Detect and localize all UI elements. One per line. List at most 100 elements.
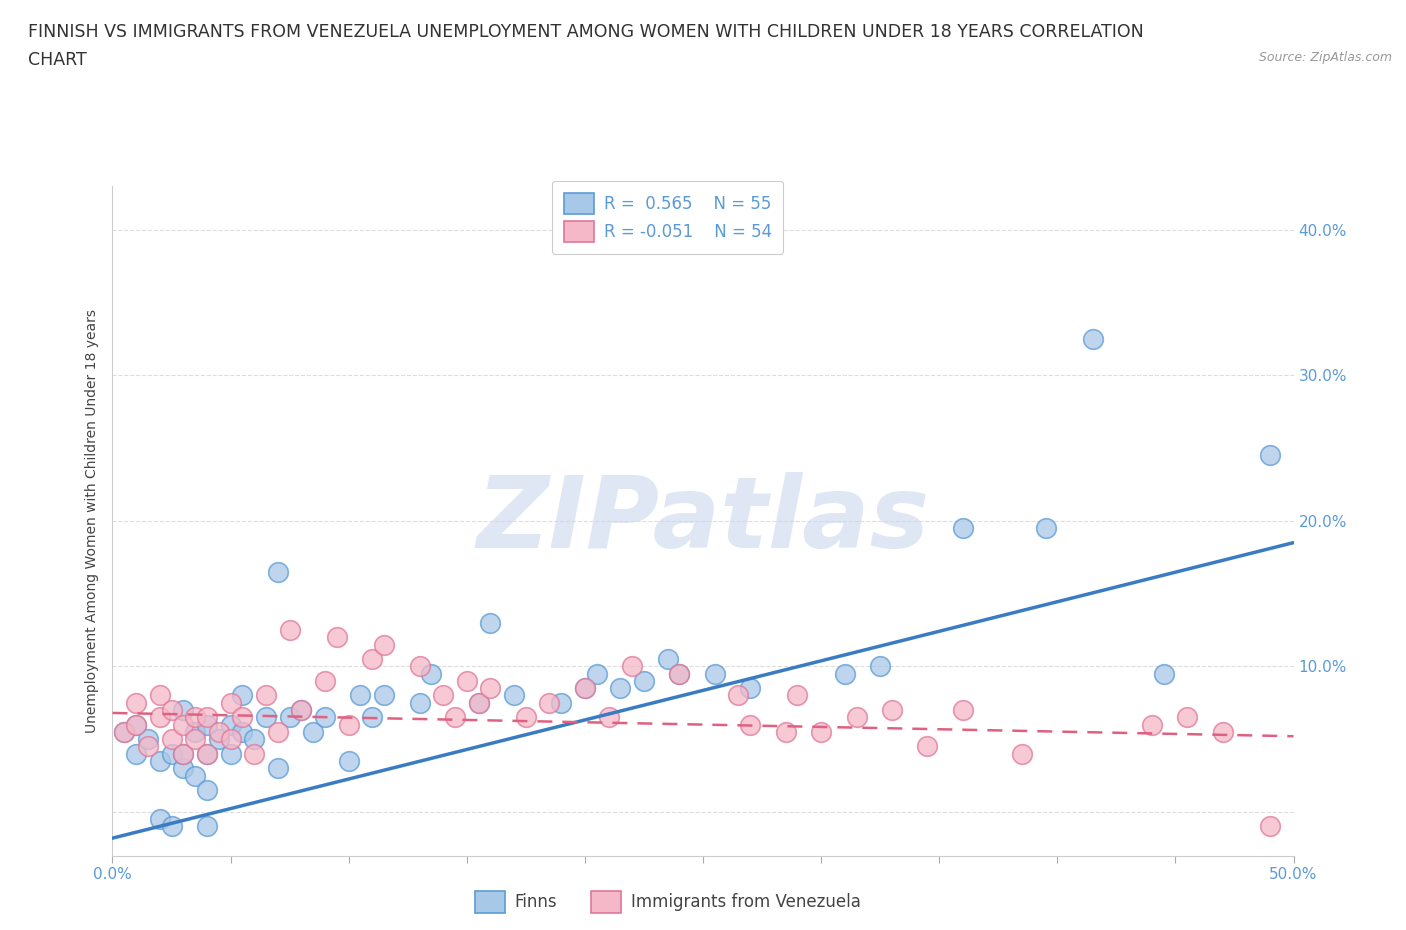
Point	[219, 717, 242, 732]
Point	[361, 652, 384, 667]
Y-axis label: Unemployment Among Women with Children Under 18 years: Unemployment Among Women with Children U…	[86, 309, 100, 733]
Point	[952, 521, 974, 536]
Point	[420, 666, 443, 681]
Point	[337, 753, 360, 768]
Point	[254, 688, 277, 703]
Point	[195, 746, 218, 761]
Point	[184, 768, 207, 783]
Point	[231, 724, 253, 739]
Point	[290, 702, 312, 717]
Point	[172, 746, 194, 761]
Point	[668, 666, 690, 681]
Point	[195, 710, 218, 724]
Point	[1035, 521, 1057, 536]
Point	[231, 688, 253, 703]
Point	[195, 819, 218, 834]
Point	[952, 702, 974, 717]
Point	[172, 717, 194, 732]
Point	[456, 673, 478, 688]
Point	[337, 717, 360, 732]
Point	[786, 688, 808, 703]
Point	[633, 673, 655, 688]
Point	[727, 688, 749, 703]
Point	[550, 696, 572, 711]
Text: CHART: CHART	[28, 51, 87, 69]
Point	[1258, 819, 1281, 834]
Point	[112, 724, 135, 739]
Point	[125, 717, 148, 732]
Point	[160, 819, 183, 834]
Point	[267, 761, 290, 776]
Point	[1011, 746, 1033, 761]
Point	[125, 696, 148, 711]
Point	[125, 746, 148, 761]
Point	[880, 702, 903, 717]
Point	[219, 696, 242, 711]
Point	[515, 710, 537, 724]
Point	[290, 702, 312, 717]
Point	[467, 696, 489, 711]
Point	[219, 746, 242, 761]
Point	[278, 622, 301, 637]
Point	[278, 710, 301, 724]
Point	[621, 659, 644, 674]
Point	[479, 681, 502, 696]
Point	[112, 724, 135, 739]
Text: ZIPatlas: ZIPatlas	[477, 472, 929, 569]
Point	[267, 565, 290, 579]
Point	[503, 688, 526, 703]
Point	[160, 732, 183, 747]
Point	[467, 696, 489, 711]
Point	[184, 724, 207, 739]
Point	[574, 681, 596, 696]
Point	[373, 637, 395, 652]
Point	[1175, 710, 1198, 724]
Point	[668, 666, 690, 681]
Point	[349, 688, 371, 703]
Point	[1153, 666, 1175, 681]
Point	[408, 659, 430, 674]
Point	[609, 681, 631, 696]
Point	[834, 666, 856, 681]
Point	[219, 732, 242, 747]
Point	[740, 681, 762, 696]
Point	[172, 702, 194, 717]
Point	[538, 696, 561, 711]
Point	[195, 746, 218, 761]
Point	[408, 696, 430, 711]
Point	[172, 746, 194, 761]
Point	[243, 746, 266, 761]
Point	[184, 710, 207, 724]
Point	[598, 710, 620, 724]
Point	[136, 739, 159, 754]
Point	[125, 717, 148, 732]
Point	[231, 710, 253, 724]
Point	[585, 666, 607, 681]
Point	[1212, 724, 1234, 739]
Point	[136, 732, 159, 747]
Point	[657, 652, 679, 667]
Point	[326, 630, 349, 644]
Point	[869, 659, 891, 674]
Point	[314, 673, 336, 688]
Point	[160, 702, 183, 717]
Point	[432, 688, 454, 703]
Point	[184, 732, 207, 747]
Point	[160, 746, 183, 761]
Point	[314, 710, 336, 724]
Point	[361, 710, 384, 724]
Point	[302, 724, 325, 739]
Point	[208, 724, 231, 739]
Point	[810, 724, 832, 739]
Point	[149, 753, 172, 768]
Legend: Finns, Immigrants from Venezuela: Finns, Immigrants from Venezuela	[467, 883, 869, 921]
Point	[254, 710, 277, 724]
Point	[243, 732, 266, 747]
Point	[444, 710, 467, 724]
Point	[574, 681, 596, 696]
Point	[149, 812, 172, 827]
Point	[195, 717, 218, 732]
Point	[208, 732, 231, 747]
Point	[373, 688, 395, 703]
Point	[1140, 717, 1163, 732]
